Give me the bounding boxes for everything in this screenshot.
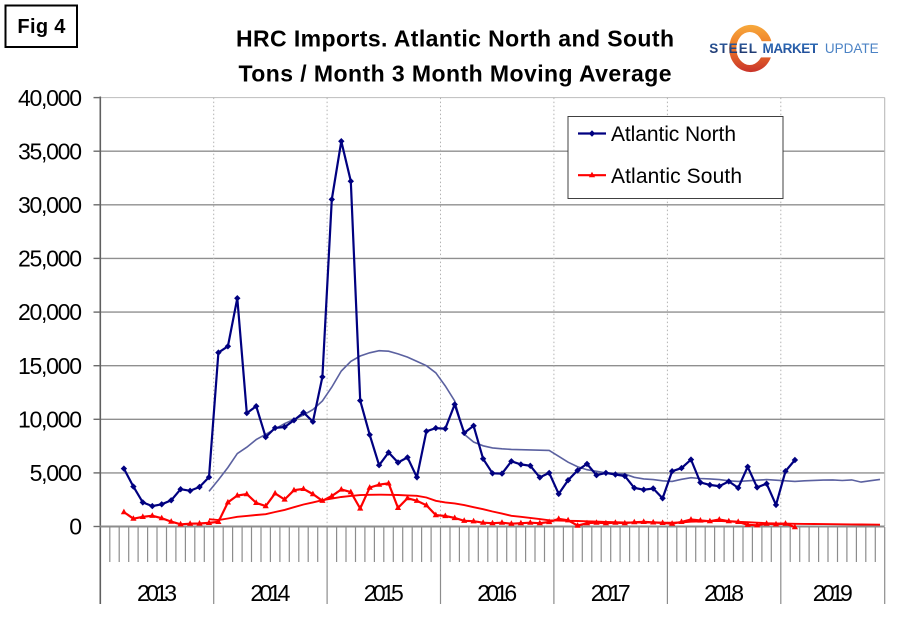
svg-text:20,000: 20,000: [18, 299, 82, 325]
svg-text:HRC Imports. Atlantic North an: HRC Imports. Atlantic North and South: [236, 25, 674, 51]
svg-text:Tons / Month 3 Month Moving Av: Tons / Month 3 Month Moving Average: [239, 61, 672, 87]
svg-text:Atlantic South: Atlantic South: [611, 165, 742, 188]
svg-text:MARKET: MARKET: [763, 41, 819, 56]
svg-text:2018: 2018: [704, 580, 744, 606]
svg-text:10,000: 10,000: [18, 407, 82, 433]
svg-text:Atlantic North: Atlantic North: [611, 123, 736, 146]
svg-text:2014: 2014: [250, 580, 290, 606]
svg-text:Fig 4: Fig 4: [17, 16, 66, 38]
svg-text:2019: 2019: [813, 580, 853, 606]
svg-text:40,000: 40,000: [18, 85, 82, 111]
svg-text:UPDATE: UPDATE: [825, 41, 879, 56]
svg-text:5,000: 5,000: [30, 460, 82, 486]
svg-text:30,000: 30,000: [18, 192, 82, 218]
svg-text:2013: 2013: [137, 580, 177, 606]
svg-text:35,000: 35,000: [18, 138, 82, 164]
svg-text:15,000: 15,000: [18, 353, 82, 379]
svg-text:2016: 2016: [477, 580, 517, 606]
svg-text:2017: 2017: [591, 580, 631, 606]
svg-text:25,000: 25,000: [18, 246, 82, 272]
svg-text:STEEL: STEEL: [709, 41, 757, 56]
svg-text:0: 0: [69, 514, 82, 540]
svg-text:2015: 2015: [364, 580, 404, 606]
